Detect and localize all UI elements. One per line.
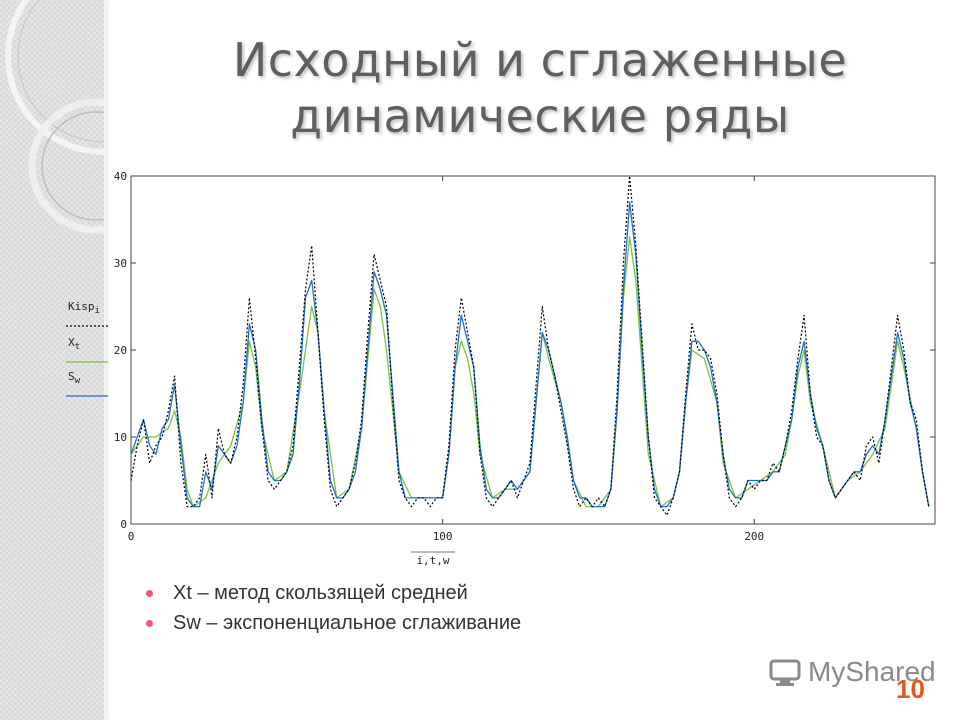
y-tick-label: 30	[114, 257, 127, 270]
dot-bullet-icon	[146, 619, 153, 627]
page-number: 10	[896, 674, 925, 704]
legend-label-sw: Sw	[68, 370, 81, 386]
monitor-logo-icon	[769, 659, 801, 686]
x-axis-label: i,t,w	[416, 554, 449, 567]
x-tick-label: 0	[128, 530, 135, 543]
y-tick-label: 40	[114, 170, 127, 183]
bullet-text-sw: Sw – экспоненциальное сглаживание	[173, 611, 522, 634]
slide-title: Исходный и сглаженные динамические ряды	[180, 32, 900, 144]
list-item: Xt – метод скользящей средней	[146, 578, 521, 608]
slide-title-line-1: Исходный и сглаженные	[232, 33, 848, 87]
series-line-kisp	[130, 175, 930, 516]
x-tick-label: 200	[744, 530, 764, 543]
decorative-rings-icon	[5, 0, 104, 234]
legend-label-kisp: Kispi	[68, 300, 100, 316]
series-line-sw	[130, 201, 930, 508]
watermark-text: MyShared	[808, 656, 936, 687]
x-tick-label: 100	[433, 530, 453, 543]
y-tick-label: 0	[120, 518, 127, 531]
dot-bullet-icon	[146, 589, 153, 597]
y-tick-label: 10	[114, 431, 127, 444]
decorative-sidebar	[0, 0, 106, 720]
legend-label-xt: Xt	[68, 336, 80, 352]
time-series-chart: 0 10 20 30 40 0 100 200 i,t,w Kispi Xt Sw	[66, 170, 936, 567]
watermark: MyShared	[768, 656, 936, 688]
list-item: Sw – экспоненциальное сглаживание	[146, 608, 521, 638]
y-tick-label: 20	[114, 344, 127, 357]
slide-title-line-2: динамические ряды	[290, 89, 790, 143]
legend-explanation-list: Xt – метод скользящей средней Sw – экспо…	[146, 578, 521, 638]
bullet-text-xt: Xt – метод скользящей средней	[173, 581, 468, 604]
